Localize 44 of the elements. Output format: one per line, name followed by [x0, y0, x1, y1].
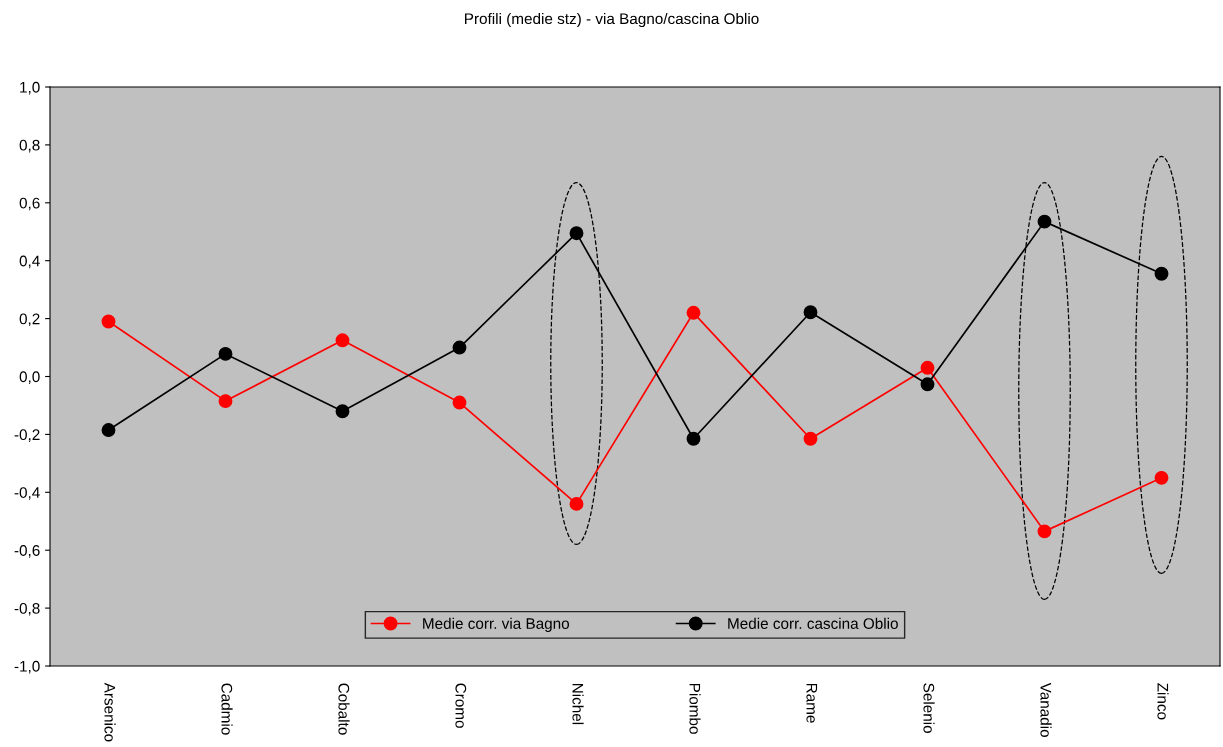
x-tick-label: Vanadio — [1040, 682, 1052, 737]
legend-label: Medie corr. via Bagno — [423, 617, 570, 632]
point — [335, 404, 350, 419]
x-tick-label: Nichel — [572, 683, 584, 725]
point — [101, 314, 116, 329]
point — [686, 305, 701, 320]
point — [920, 377, 935, 392]
point — [218, 394, 233, 409]
point — [569, 226, 584, 241]
y-tick-label: -1,0 — [14, 660, 40, 674]
x-tick-label: Piombo — [689, 683, 701, 734]
y-tick-label: -0,4 — [14, 487, 40, 500]
legend-label: Medie corr. cascina Oblio — [728, 617, 898, 629]
point — [218, 346, 233, 361]
point — [803, 305, 818, 320]
point — [1037, 214, 1052, 229]
x-tick-label: Zinco — [1157, 683, 1169, 720]
y-tick-label: -0,8 — [14, 602, 40, 616]
chart-title: Profili (medie stz) - via Bagno/cascina Oblio — [465, 12, 759, 28]
x-tick-label: Cromo — [455, 683, 467, 728]
y-tick-label: 0,8 — [19, 139, 40, 153]
x-tick-label: Cobalto — [338, 683, 350, 735]
point — [1037, 524, 1052, 539]
point — [920, 360, 935, 375]
y-tick-label: 0,4 — [19, 255, 40, 269]
point — [569, 496, 584, 511]
y-tick-label: 1,0 — [20, 81, 40, 95]
point — [686, 431, 701, 446]
y-tick-label: 0,2 — [19, 313, 40, 327]
y-tick-label: 0,6 — [19, 197, 40, 211]
point — [1154, 470, 1169, 485]
point — [803, 431, 818, 446]
x-tick-label: Selenio — [923, 683, 935, 733]
y-tick-label: 0,0 — [19, 371, 40, 384]
point — [452, 395, 467, 410]
x-tick-label: Rame — [806, 683, 818, 723]
point — [452, 340, 467, 355]
x-tick-label: Arsenico — [104, 682, 116, 742]
point — [335, 333, 350, 348]
y-tick-label: -0,6 — [14, 545, 40, 558]
x-tick-label: Cadmio — [221, 683, 233, 735]
point — [101, 423, 116, 438]
y-tick-label: -0,2 — [14, 429, 40, 442]
point — [1154, 266, 1169, 281]
